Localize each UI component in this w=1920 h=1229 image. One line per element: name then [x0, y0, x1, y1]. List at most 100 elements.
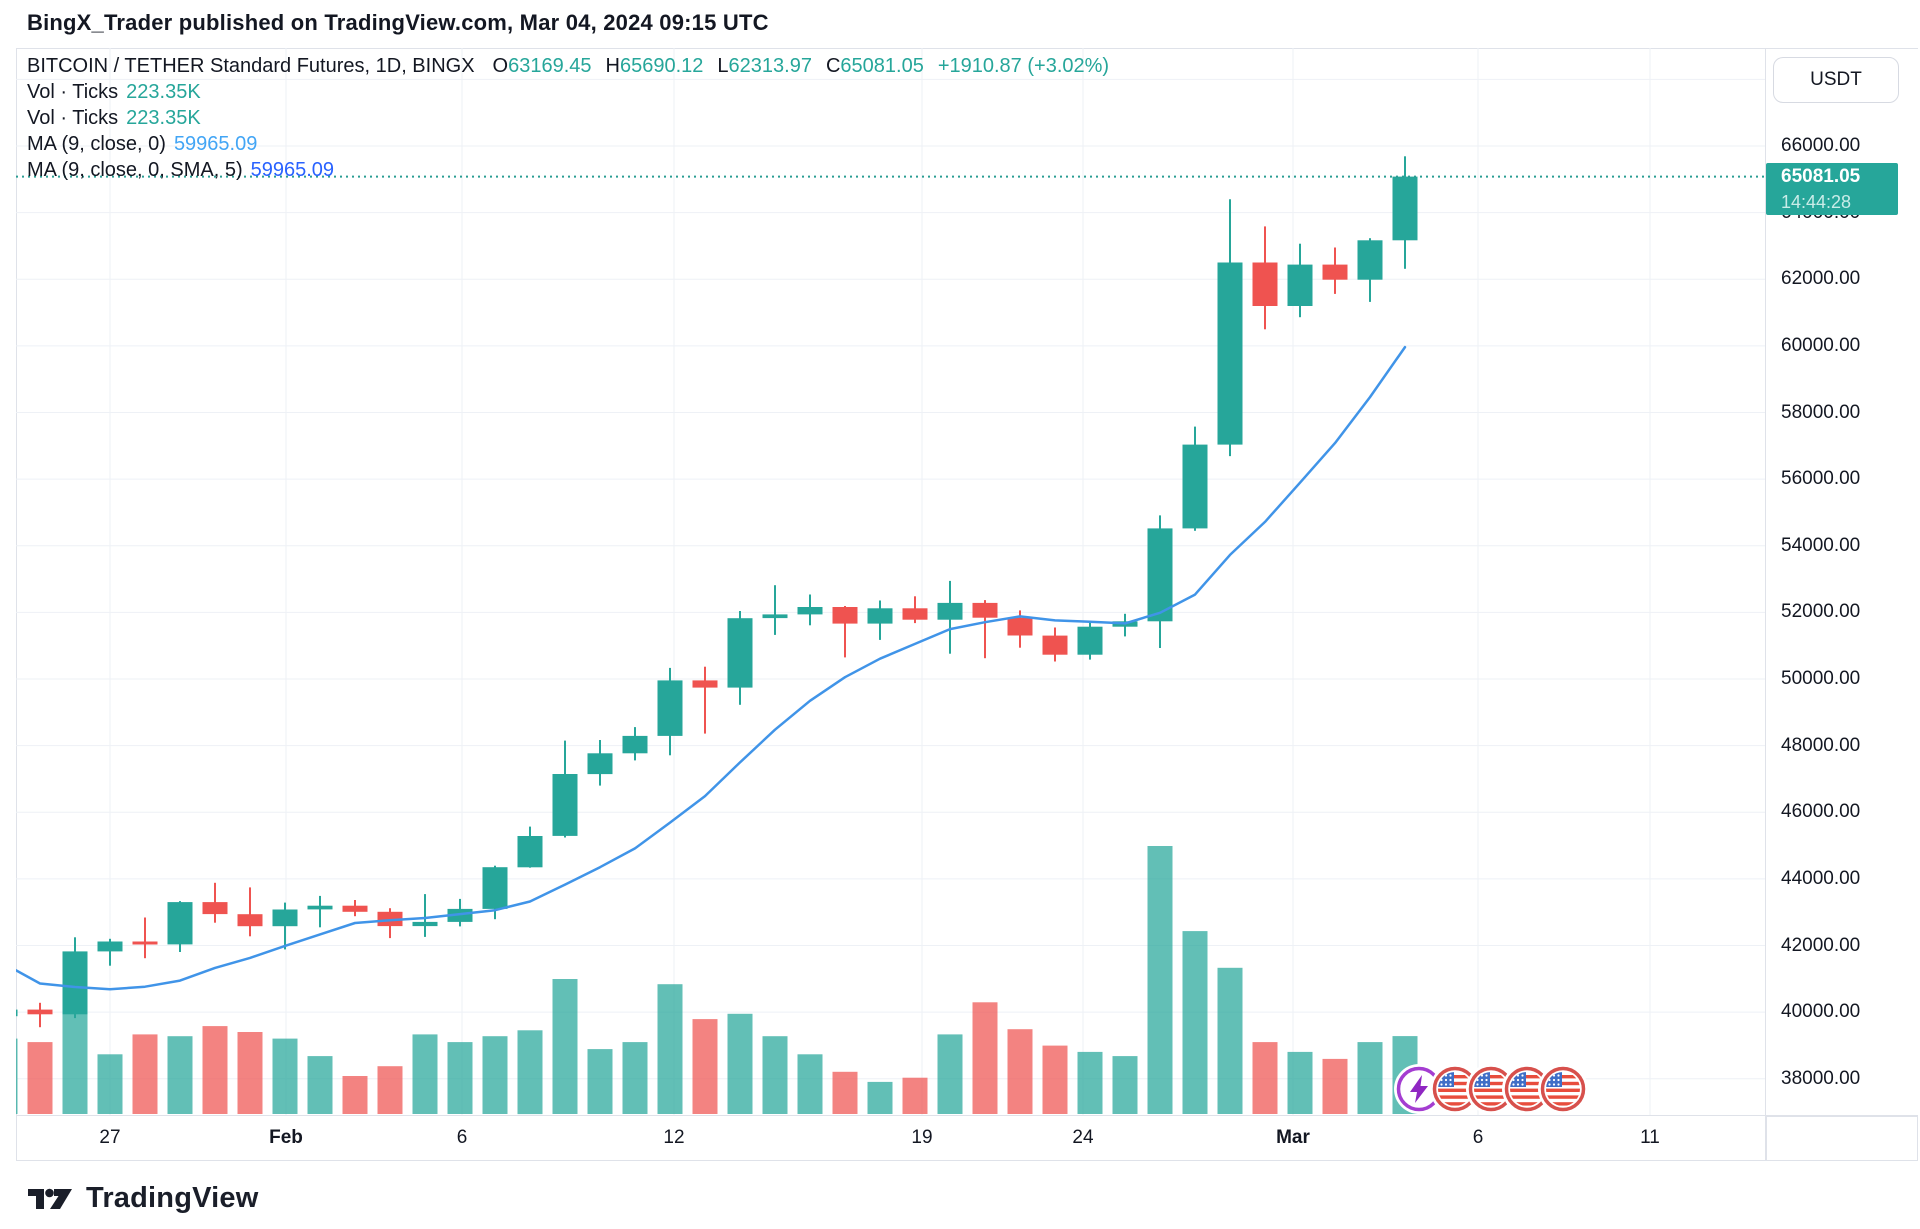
candle: [937, 580, 963, 654]
volume-bar: [202, 1026, 228, 1114]
candle: [1322, 247, 1348, 294]
us-flag-icon: [1540, 1066, 1586, 1112]
volume-bar: [1007, 1029, 1033, 1114]
grid: [16, 48, 1765, 1115]
price-chart-canvas[interactable]: [16, 48, 1765, 1115]
time-scale[interactable]: 27 Feb 6 12 19 24 Mar 6 11: [16, 1116, 1765, 1160]
volume-bar: [272, 1038, 298, 1114]
ohlc-high: H65690.12: [605, 55, 704, 77]
price-tick-label: 46000.00: [1781, 801, 1861, 822]
volume-bar: [517, 1030, 543, 1115]
candle: [972, 600, 998, 659]
time-tick-label: 12: [663, 1127, 685, 1148]
candle: [552, 740, 578, 838]
candle: [97, 938, 123, 966]
volume-bar: [1252, 1042, 1278, 1114]
price-tick-label: 52000.00: [1781, 601, 1861, 622]
candle: [517, 826, 543, 868]
volume-bar: [937, 1034, 963, 1114]
candle: [202, 882, 228, 923]
volume-bar: [1077, 1051, 1103, 1114]
volume-bar: [867, 1081, 893, 1114]
volume-bar: [587, 1049, 613, 1114]
candle: [587, 740, 613, 786]
volume-bar: [902, 1077, 928, 1114]
legend-symbol-row[interactable]: BITCOIN / TETHER Standard Futures, 1D, B…: [27, 53, 1109, 79]
candle: [902, 596, 928, 624]
indicator-value: 223.35K: [126, 107, 201, 129]
price-tick-label: 60000.00: [1781, 335, 1861, 356]
candles: [16, 156, 1418, 1028]
time-tick-label: Mar: [1276, 1127, 1310, 1148]
us-flag-icon: [1432, 1066, 1478, 1112]
legend-indicator-row-0[interactable]: Vol · Ticks 223.35K: [27, 79, 1109, 105]
volume-bar: [307, 1056, 333, 1114]
candle: [377, 908, 403, 939]
volume-bar: [27, 1042, 53, 1114]
volume-bar: [482, 1036, 508, 1114]
time-tick-label: 6: [456, 1127, 468, 1148]
candle: [412, 894, 438, 937]
volume-bar: [447, 1042, 473, 1114]
volume-bar: [797, 1054, 823, 1114]
candle: [867, 600, 893, 640]
last-price-badge[interactable]: 65081.05 14:44:28: [1766, 163, 1898, 215]
ma-line: [16, 345, 1407, 991]
candle: [657, 667, 683, 756]
candle: [62, 937, 88, 1019]
time-tick-label: 11: [1640, 1127, 1660, 1148]
legend-indicator-row-3[interactable]: MA (9, close, 0, SMA, 5) 59965.09: [27, 157, 1109, 183]
indicator-label: Vol · Ticks: [27, 107, 119, 129]
volume-bar: [972, 1002, 998, 1114]
volume-bar: [762, 1036, 788, 1114]
indicator-label: MA (9, close, 0): [27, 133, 166, 155]
reaction-us-flag[interactable]: [1504, 1066, 1550, 1112]
last-price-value: 65081.05: [1781, 166, 1861, 187]
candle: [1042, 627, 1068, 662]
reaction-us-flag[interactable]: [1540, 1066, 1586, 1112]
reaction-us-flag[interactable]: [1432, 1066, 1478, 1112]
indicator-value: 59965.09: [250, 159, 335, 181]
volume-bar: [97, 1054, 123, 1114]
candle: [307, 895, 333, 928]
price-tick-label: 54000.00: [1781, 535, 1861, 556]
ohlc-low: L62313.97: [717, 55, 812, 77]
legend-indicator-row-1[interactable]: Vol · Ticks 223.35K: [27, 105, 1109, 131]
price-tick-label: 40000.00: [1781, 1001, 1861, 1022]
candle: [167, 901, 193, 952]
candle: [1182, 426, 1208, 531]
volume-bar: [622, 1042, 648, 1114]
price-tick-label: 48000.00: [1781, 735, 1861, 756]
candle: [342, 900, 368, 917]
volume-bar: [237, 1032, 263, 1114]
candle: [482, 865, 508, 920]
time-tick-label: Feb: [269, 1127, 303, 1148]
volume-bar: [1217, 967, 1243, 1114]
tradingview-logo-icon: [28, 1188, 72, 1209]
candle: [832, 606, 858, 658]
volume-bar: [1322, 1058, 1348, 1114]
candle: [622, 727, 648, 761]
scale-corner-box: [1766, 1116, 1918, 1161]
candle: [762, 585, 788, 635]
publication-title: BingX_Trader published on TradingView.co…: [27, 10, 769, 35]
volume-bar: [16, 1038, 18, 1114]
candle: [1217, 199, 1243, 457]
price-tick-label: 38000.00: [1781, 1068, 1861, 1089]
currency-toggle-button[interactable]: USDT: [1773, 57, 1899, 103]
time-tick-label: 19: [911, 1127, 933, 1148]
legend-indicator-row-2[interactable]: MA (9, close, 0) 59965.09: [27, 131, 1109, 157]
price-tick-label: 58000.00: [1781, 402, 1861, 423]
axis-bottom-border: [16, 1160, 1918, 1161]
time-tick-label: 6: [1472, 1127, 1484, 1148]
indicator-label: Vol · Ticks: [27, 81, 119, 103]
candle: [797, 594, 823, 626]
ohlc-open: O63169.45: [492, 55, 592, 77]
bar-countdown: 14:44:28: [1781, 192, 1852, 212]
candle: [1112, 613, 1138, 637]
tradingview-branding[interactable]: TradingView: [27, 1182, 259, 1214]
price-scale[interactable]: USDT 66000.0064000.0062000.0060000.00580…: [1766, 48, 1920, 1115]
candle: [272, 902, 298, 950]
tradingview-brand-text: TradingView: [86, 1181, 259, 1214]
